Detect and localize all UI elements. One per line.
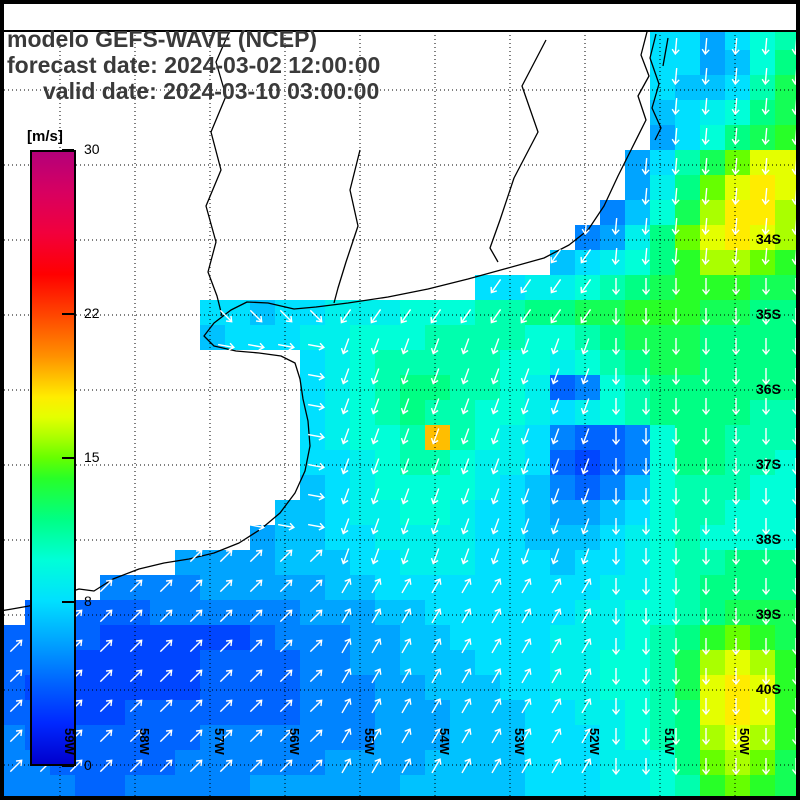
lon-label-59W: 59W (62, 728, 77, 755)
lon-label-56W: 56W (287, 728, 302, 755)
lon-label-51W: 51W (662, 728, 677, 755)
lon-label-54W: 54W (437, 728, 452, 755)
colorbar-tick (62, 600, 74, 603)
model-title: modelo GEFS-WAVE (NCEP) (7, 26, 318, 52)
colorbar-tick (62, 457, 74, 459)
title-block: modelo GEFS-WAVE (NCEP) forecast date: 2… (7, 26, 380, 104)
colorbar-tick-label: 30 (84, 141, 100, 157)
lat-label-39S: 39S (756, 606, 781, 622)
colorbar-tick-label: 22 (84, 305, 100, 322)
lat-label-34S: 34S (756, 231, 781, 247)
lat-label-38S: 38S (756, 531, 781, 547)
lat-label-40S: 40S (756, 681, 781, 697)
colorbar-tick-label: 15 (84, 449, 100, 465)
colorbar-unit-label: [m/s] (27, 128, 63, 145)
lat-label-37S: 37S (756, 456, 781, 472)
colorbar-tick-label: 0 (84, 757, 92, 773)
colorbar-tick (62, 313, 74, 316)
lon-label-57W: 57W (212, 728, 227, 755)
lon-label-52W: 52W (587, 728, 602, 755)
valid-date-line: valid date: 2024-03-10 03:00:00 (43, 78, 380, 104)
forecast-date-line: forecast date: 2024-03-02 12:00:00 (7, 52, 381, 78)
lat-label-35S: 35S (756, 306, 781, 322)
lon-label-58W: 58W (137, 728, 152, 755)
colorbar-tick (62, 149, 74, 151)
lon-label-50W: 50W (737, 728, 752, 755)
colorbar-tick (62, 765, 74, 767)
colorbar-tick-label: 8 (84, 592, 92, 609)
lon-label-55W: 55W (362, 728, 377, 755)
lat-label-36S: 36S (756, 381, 781, 397)
lon-label-53W: 53W (512, 728, 527, 755)
